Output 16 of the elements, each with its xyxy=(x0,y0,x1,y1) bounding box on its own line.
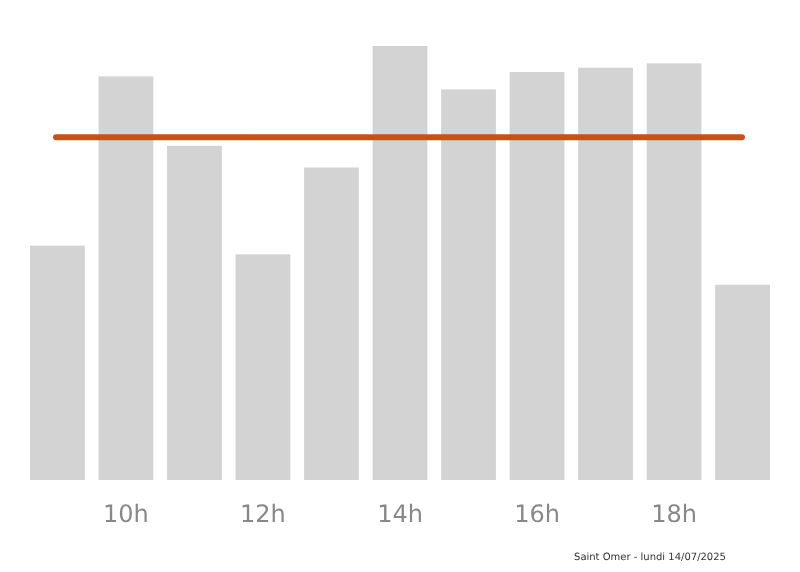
bar xyxy=(578,67,633,480)
x-tick-label: 14h xyxy=(377,500,423,528)
x-tick-label: 10h xyxy=(103,500,149,528)
x-tick-label: 16h xyxy=(514,500,560,528)
bar xyxy=(509,72,565,480)
x-tick-label: 12h xyxy=(240,500,286,528)
bar xyxy=(167,145,222,480)
bar xyxy=(715,284,770,480)
bar xyxy=(98,76,154,480)
x-tick-label: 18h xyxy=(651,500,697,528)
bar xyxy=(235,254,291,480)
bar xyxy=(646,63,702,480)
bar xyxy=(304,167,359,480)
bar xyxy=(441,89,496,480)
bar xyxy=(372,46,428,480)
bar xyxy=(30,245,85,480)
